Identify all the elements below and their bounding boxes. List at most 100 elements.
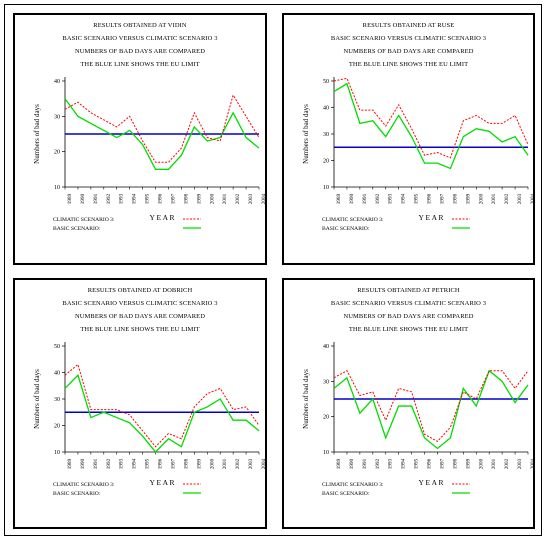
x-tick-label: 2002 — [504, 193, 510, 204]
chart-title-line: RESULTS OBTAINED AT RUSE — [362, 22, 455, 29]
legend-label: BASIC SCENARIO: — [53, 491, 101, 497]
x-tick-label: 1990 — [349, 458, 355, 469]
x-tick-label: 1992 — [106, 193, 112, 204]
x-tick-label: 1991 — [93, 458, 99, 469]
y-tick-label: 10 — [323, 185, 329, 191]
x-tick-label: 2000 — [478, 193, 484, 204]
x-tick-label: 2000 — [209, 193, 215, 204]
x-tick-label: 1996 — [427, 458, 433, 469]
chart-panel-2: RESULTS OBTAINED AT DOBRICH BASIC SCENARI… — [13, 278, 267, 529]
series-climatic-line — [64, 363, 260, 448]
chart-title-line: RESULTS OBTAINED AT VIDIN — [93, 22, 187, 29]
x-tick-label: 2001 — [222, 193, 228, 204]
x-tick-label: 1989 — [336, 458, 342, 469]
chart-title-line: THE BLUE LINE SHOWS THE EU LIMIT — [80, 326, 200, 333]
x-tick-label: 1995 — [414, 458, 420, 469]
x-tick-label: 1990 — [80, 458, 86, 469]
y-tick-label: 30 — [54, 114, 60, 120]
x-tick-label: 2001 — [491, 193, 497, 204]
x-tick-label: 2002 — [235, 458, 241, 469]
y-tick-label: 30 — [323, 379, 329, 385]
x-tick-label: 1996 — [158, 458, 164, 469]
x-tick-label: 1998 — [183, 458, 189, 469]
x-tick-label: 1995 — [145, 193, 151, 204]
series-climatic-line — [333, 370, 529, 443]
series-climatic-line — [64, 93, 260, 163]
series-climatic-line — [333, 77, 529, 159]
x-tick-label: 1999 — [196, 458, 202, 469]
x-tick-label: 2004 — [261, 458, 265, 469]
chart-svg: 10 20 30 40 50 1989 1990 1991 1992 1993 1994 1995 19… — [302, 77, 533, 232]
chart-svg: 10 20 30 40 1989 1990 1991 1992 1993 1994 1995 1996… — [33, 77, 265, 232]
x-tick-label: 1994 — [401, 193, 407, 204]
chart-svg: 10 20 30 40 1989 1990 1991 1992 1993 1994 1995 1996… — [302, 342, 533, 497]
y-tick-label: 50 — [323, 79, 329, 85]
chart-title-line: BASIC SCENARIO VERSUS CLIMATIC SCENARIO … — [330, 35, 487, 42]
x-tick-label: 2002 — [504, 458, 510, 469]
x-tick-label: 1989 — [67, 458, 73, 469]
x-tick-label: 2000 — [478, 458, 484, 469]
legend-label: CLIMATIC SCENARIO 3: — [322, 482, 384, 488]
x-tick-label: 1996 — [427, 193, 433, 204]
x-tick-label: 1994 — [401, 458, 407, 469]
x-axis-label: Y E A R — [419, 213, 444, 222]
x-tick-label: 1992 — [375, 458, 381, 469]
x-tick-label: 1993 — [388, 193, 394, 204]
x-tick-label: 1998 — [452, 458, 458, 469]
x-tick-label: 1995 — [145, 458, 151, 469]
chart-title-line: NUMBERS OF BAD DAYS ARE COMPARED — [343, 313, 474, 320]
y-axis-label: Numbers of bad days — [33, 369, 41, 429]
x-tick-label: 2004 — [530, 458, 533, 469]
legend-label: CLIMATIC SCENARIO 3: — [322, 217, 384, 223]
y-tick-label: 30 — [54, 397, 60, 403]
chart-title-line: BASIC SCENARIO VERSUS CLIMATIC SCENARIO … — [330, 300, 487, 307]
chart-panel-0: RESULTS OBTAINED AT VIDIN BASIC SCENARIO … — [13, 13, 267, 265]
series-basic-line — [64, 373, 260, 453]
x-tick-label: 2004 — [261, 193, 265, 204]
legend-label: BASIC SCENARIO: — [53, 226, 101, 232]
x-tick-label: 1997 — [439, 458, 445, 469]
y-tick-label: 10 — [54, 185, 60, 191]
x-tick-label: 1991 — [93, 193, 99, 204]
series-basic-line — [333, 82, 529, 170]
y-tick-label: 30 — [323, 132, 329, 138]
series-basic-line — [64, 98, 260, 170]
x-tick-label: 2000 — [209, 458, 215, 469]
x-tick-label: 1999 — [196, 193, 202, 204]
x-tick-label: 2001 — [222, 458, 228, 469]
x-tick-label: 1993 — [119, 458, 125, 469]
chart-title-line: BASIC SCENARIO VERSUS CLIMATIC SCENARIO … — [62, 35, 218, 42]
y-tick-label: 20 — [323, 415, 329, 421]
chart-title-line: RESULTS OBTAINED AT DOBRICH — [87, 287, 193, 294]
x-tick-label: 2004 — [530, 193, 533, 204]
legend-label: CLIMATIC SCENARIO 3: — [53, 217, 115, 223]
legend-label: BASIC SCENARIO: — [322, 491, 370, 497]
y-tick-label: 20 — [54, 424, 60, 430]
x-tick-label: 1989 — [67, 193, 73, 204]
x-tick-label: 1992 — [375, 193, 381, 204]
x-axis-label: Y E A R — [150, 478, 175, 487]
x-tick-label: 1998 — [452, 193, 458, 204]
figure-frame — [4, 4, 542, 536]
x-tick-label: 2003 — [248, 193, 254, 204]
y-axis-label: Numbers of bad days — [302, 104, 310, 164]
x-tick-label: 1993 — [388, 458, 394, 469]
y-tick-label: 50 — [54, 344, 60, 350]
y-tick-label: 40 — [54, 79, 60, 85]
chart-title-line: THE BLUE LINE SHOWS THE EU LIMIT — [348, 326, 469, 333]
y-axis-label: Numbers of bad days — [33, 104, 41, 164]
chart-panel-1: RESULTS OBTAINED AT RUSE BASIC SCENARIO V… — [282, 13, 535, 265]
chart-title-line: THE BLUE LINE SHOWS THE EU LIMIT — [348, 61, 469, 68]
y-tick-label: 10 — [54, 450, 60, 456]
y-tick-label: 40 — [54, 371, 60, 377]
x-tick-label: 1994 — [132, 193, 138, 204]
y-tick-label: 40 — [323, 106, 329, 112]
x-tick-label: 1994 — [132, 458, 138, 469]
x-axis-label: Y E A R — [150, 213, 175, 222]
x-tick-label: 1997 — [439, 193, 445, 204]
x-tick-label: 1999 — [465, 193, 471, 204]
chart-title-line: NUMBERS OF BAD DAYS ARE COMPARED — [74, 313, 206, 320]
x-tick-label: 1996 — [158, 193, 164, 204]
x-tick-label: 1989 — [336, 193, 342, 204]
x-tick-label: 1993 — [119, 193, 125, 204]
